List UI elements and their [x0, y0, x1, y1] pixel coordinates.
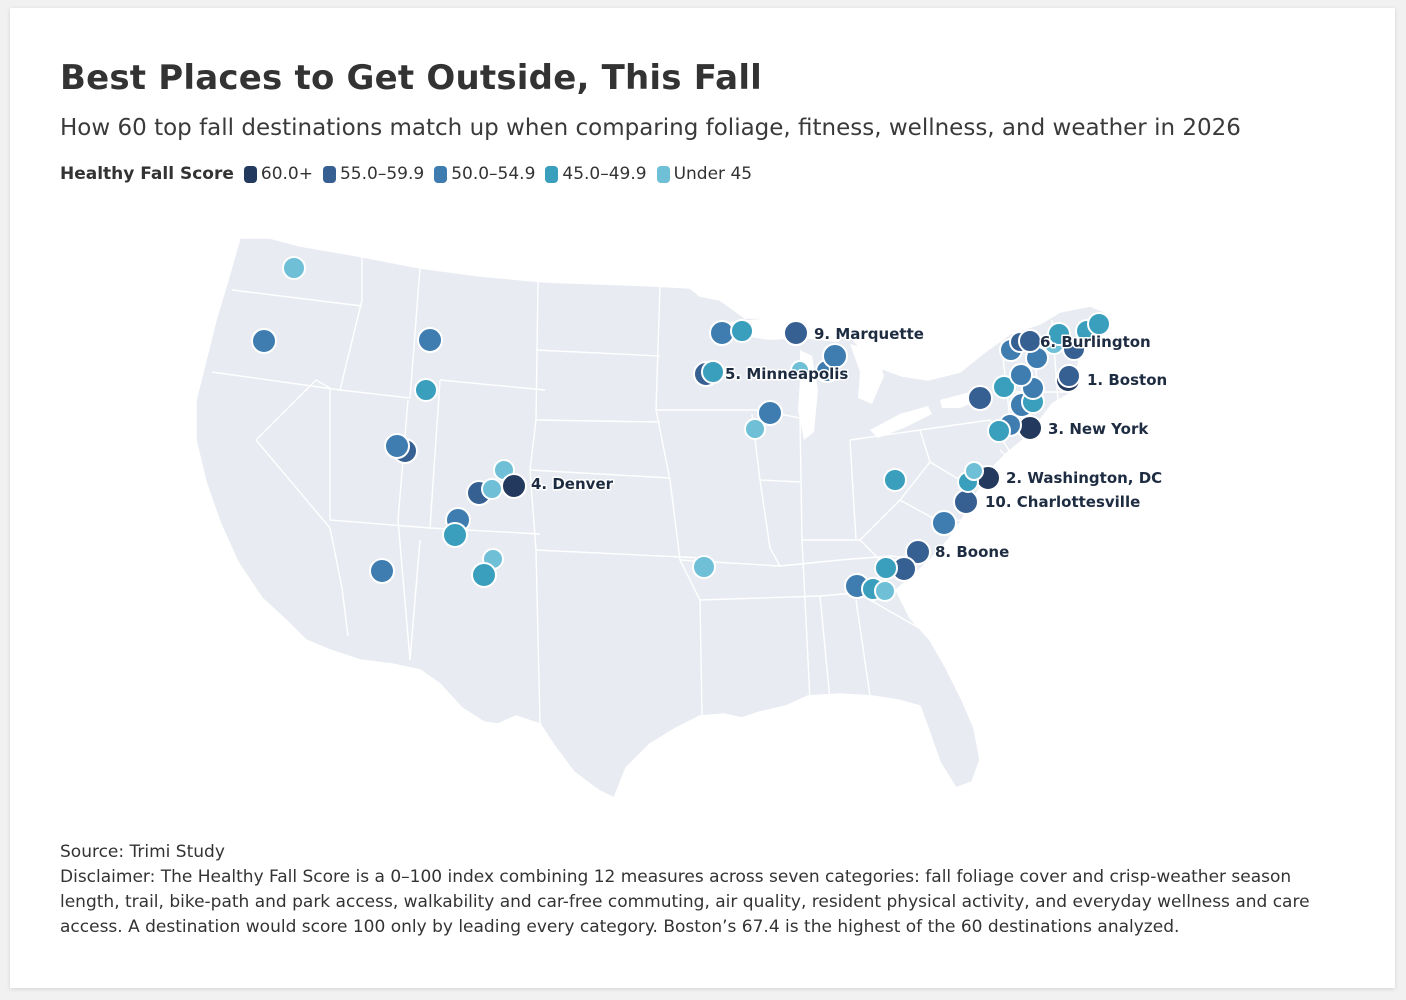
label-marquette: 9. Marquette — [814, 325, 924, 343]
legend-title: Healthy Fall Score — [60, 164, 234, 184]
marker[interactable] — [790, 360, 810, 380]
legend-swatch — [545, 165, 559, 183]
marker[interactable] — [471, 562, 497, 588]
legend-label: Under 45 — [673, 164, 753, 184]
label-boston: 1. Boston — [1087, 371, 1167, 389]
marker[interactable] — [822, 343, 848, 369]
destination-markers — [251, 256, 1111, 602]
legend-item-50-54: 50.0–54.9 — [434, 164, 535, 184]
marker[interactable] — [967, 385, 993, 411]
marker[interactable] — [757, 400, 783, 426]
marker[interactable] — [987, 419, 1011, 443]
marker[interactable] — [1018, 329, 1042, 353]
legend-label: 50.0–54.9 — [451, 164, 536, 184]
legend-label: 60.0+ — [260, 164, 313, 184]
marker[interactable] — [874, 580, 896, 602]
source-note: Source: Trimi Study — [60, 842, 225, 862]
marker[interactable] — [701, 360, 725, 384]
us-land — [195, 237, 1109, 800]
marker[interactable] — [251, 328, 277, 354]
marker[interactable] — [414, 378, 438, 402]
legend-swatch — [434, 165, 448, 183]
marker[interactable] — [905, 539, 931, 565]
legend-item-55-59: 55.0–59.9 — [322, 164, 425, 184]
marker[interactable] — [883, 468, 907, 492]
legend-swatch — [243, 165, 257, 183]
marker[interactable] — [964, 461, 984, 481]
marker[interactable] — [783, 320, 809, 346]
marker[interactable] — [282, 256, 306, 280]
marker[interactable] — [442, 522, 468, 548]
marker[interactable] — [744, 418, 766, 440]
label-burlington: 6. Burlington — [1040, 333, 1151, 351]
marker[interactable] — [1047, 322, 1071, 346]
marker[interactable] — [1057, 364, 1081, 388]
marker[interactable] — [730, 319, 754, 343]
marker[interactable] — [417, 327, 443, 353]
marker[interactable] — [481, 478, 503, 500]
marker[interactable] — [992, 375, 1016, 399]
label-washington-dc: 2. Washington, DC — [1006, 469, 1162, 487]
state-borders — [211, 256, 1072, 725]
disclaimer-note: Disclaimer: The Healthy Fall Score is a … — [60, 867, 1310, 937]
label-charlottesville: 10. Charlottesville — [985, 493, 1140, 511]
legend-swatch — [322, 165, 336, 183]
legend: Healthy Fall Score 60.0+ 55.0–59.9 50.0–… — [60, 164, 762, 184]
lake-huron — [850, 344, 884, 404]
legend-label: 45.0–49.9 — [562, 164, 647, 184]
label-boone: 8. Boone — [935, 543, 1009, 561]
marker[interactable] — [1062, 337, 1086, 361]
marker[interactable] — [874, 556, 898, 580]
marker[interactable] — [931, 510, 957, 536]
legend-swatch — [656, 165, 670, 183]
legend-item-60-plus: 60.0+ — [243, 164, 313, 184]
label-minneapolis: 5. Minneapolis — [725, 365, 848, 383]
marker[interactable] — [692, 555, 716, 579]
page-title: Best Places to Get Outside, This Fall — [60, 58, 763, 98]
legend-item-45-49: 45.0–49.9 — [545, 164, 647, 184]
label-denver: 4. Denver — [531, 475, 614, 493]
label-new-york: 3. New York — [1048, 420, 1149, 438]
city-labels: 1. Boston 2. Washington, DC 3. New York … — [530, 324, 1169, 563]
marker[interactable] — [369, 558, 395, 584]
marker[interactable] — [953, 489, 979, 515]
marker[interactable] — [1009, 363, 1033, 387]
marker[interactable] — [1087, 312, 1111, 336]
marker[interactable] — [384, 433, 410, 459]
page-subtitle: How 60 top fall destinations match up wh… — [60, 115, 1241, 141]
legend-label: 55.0–59.9 — [339, 164, 425, 184]
legend-item-under-45: Under 45 — [656, 164, 753, 184]
lake-erie — [870, 406, 932, 438]
marker[interactable] — [501, 473, 527, 499]
footer: Source: Trimi Study Disclaimer: The Heal… — [60, 840, 1350, 940]
